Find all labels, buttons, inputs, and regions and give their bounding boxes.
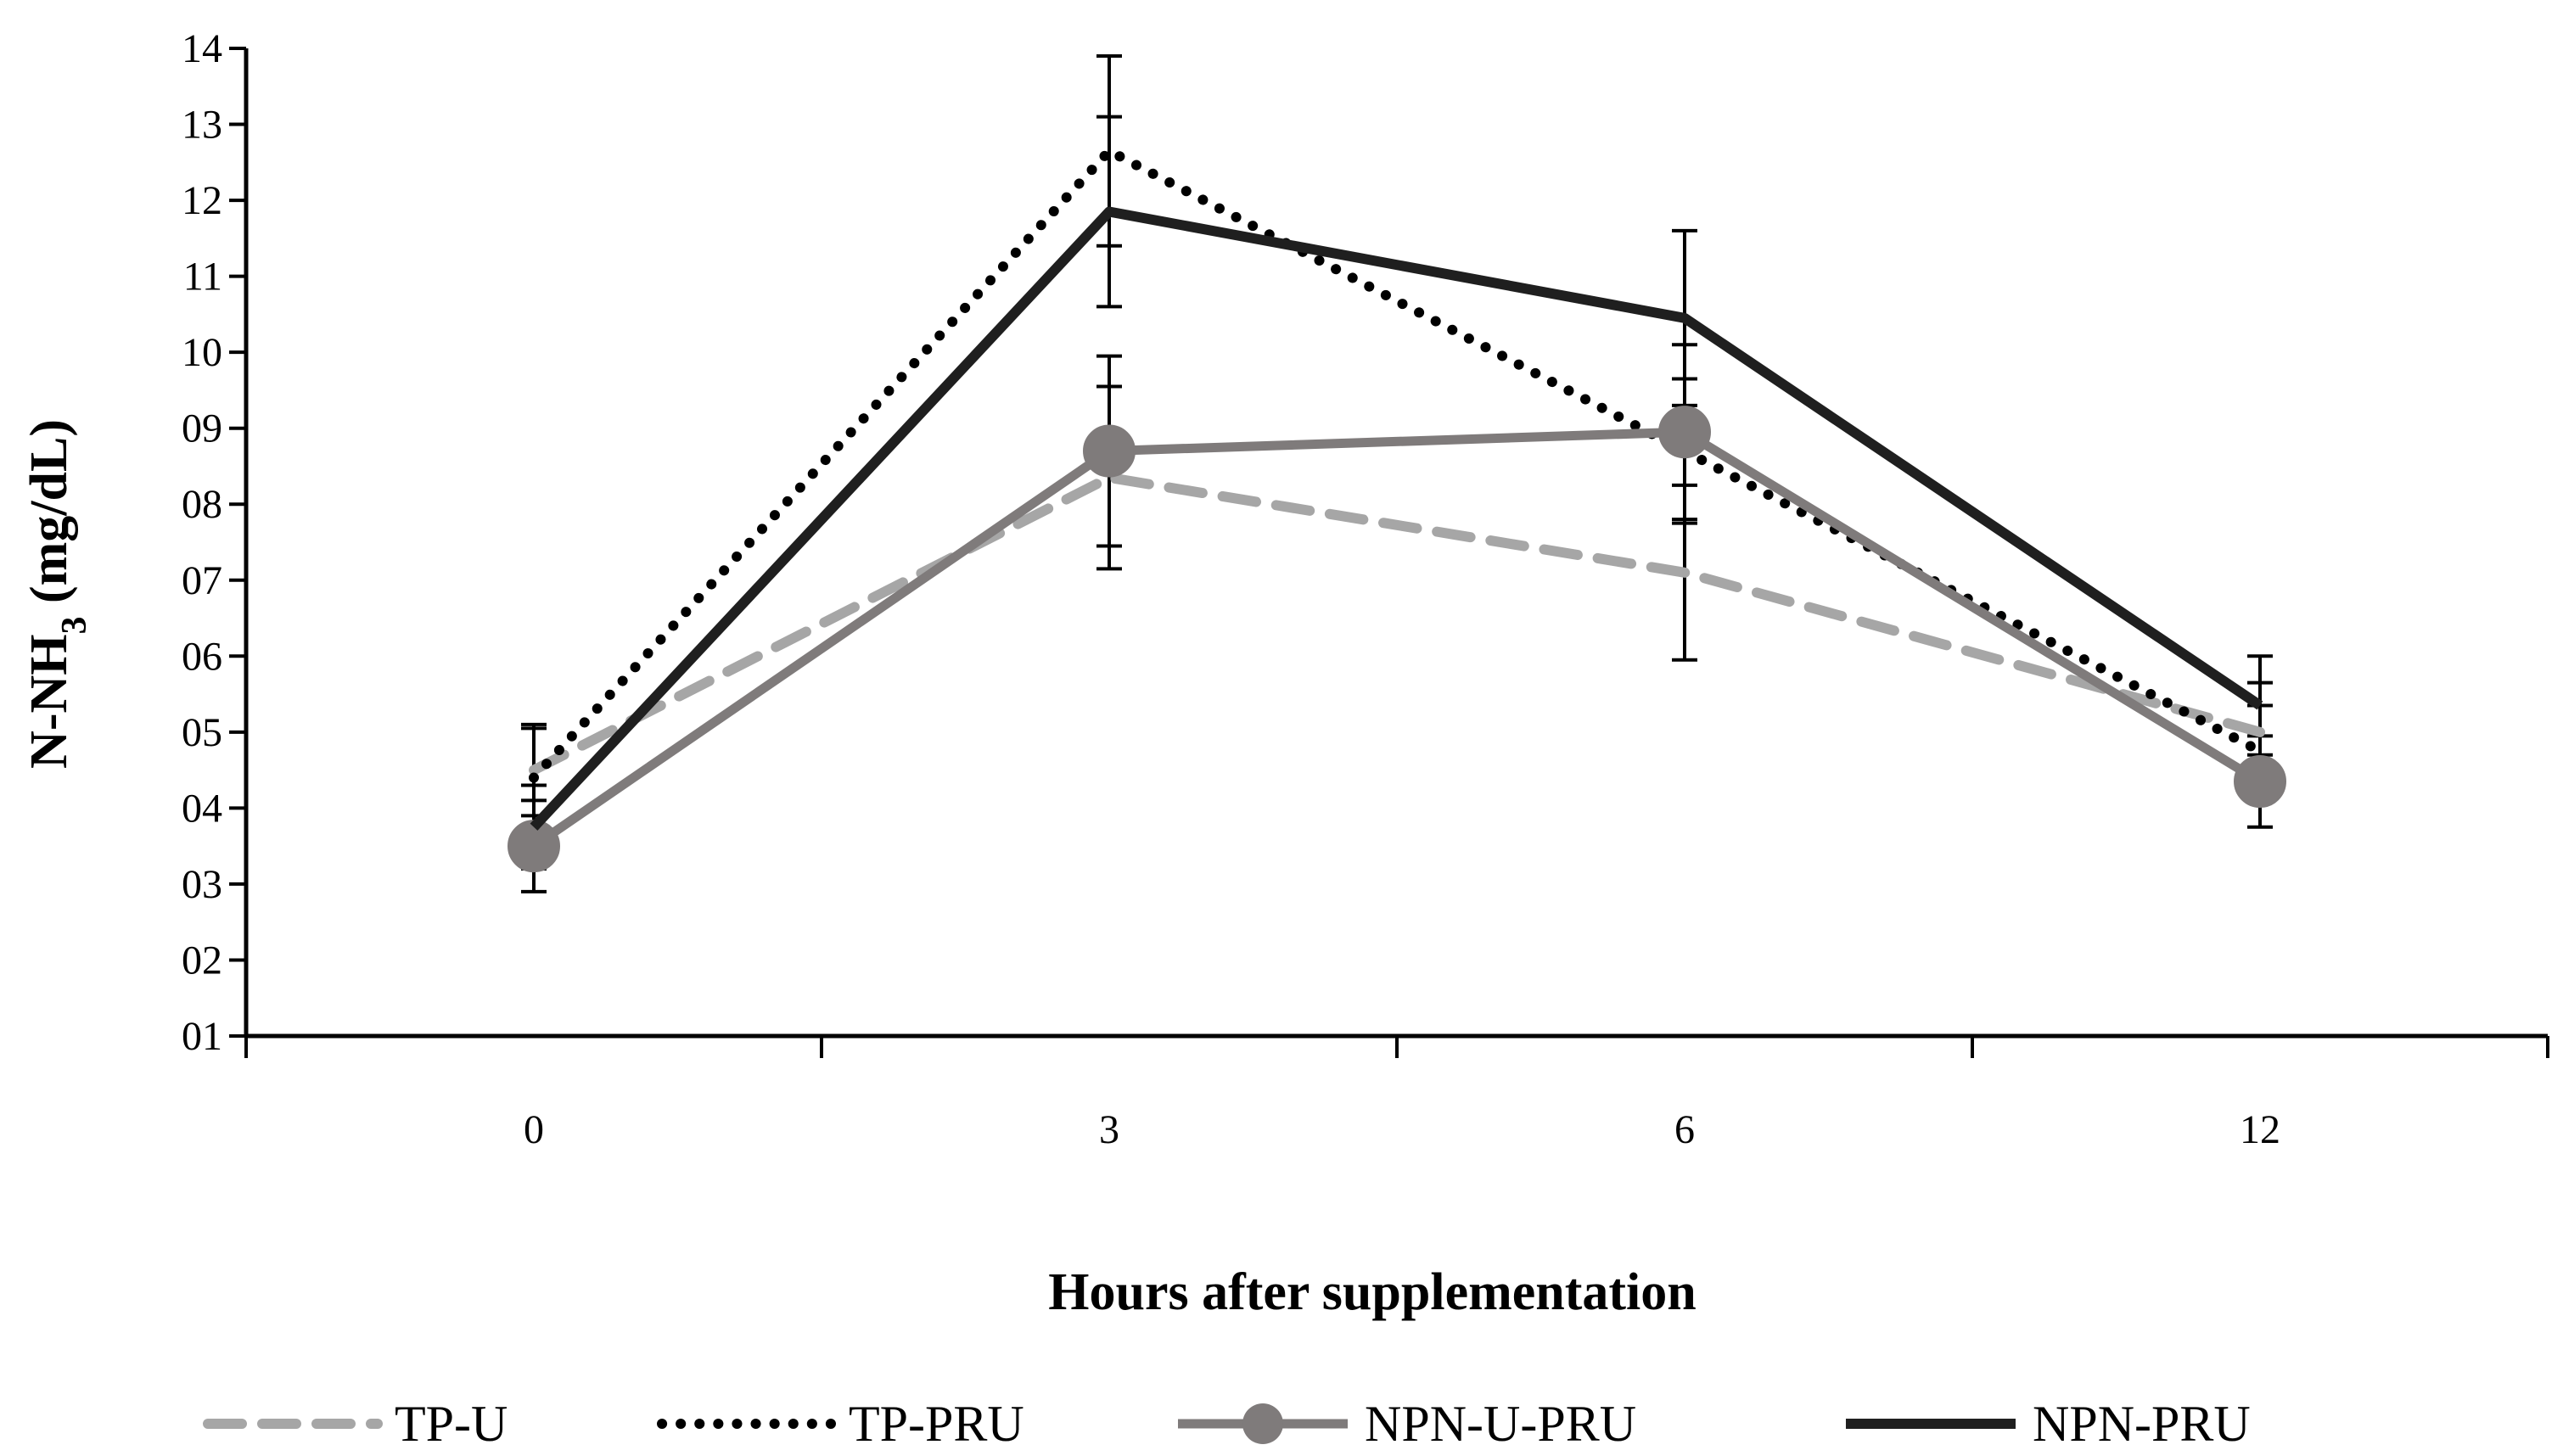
legend-marker-npn-u-pru xyxy=(1242,1403,1283,1444)
y-tick-label-07: 07 xyxy=(182,558,222,603)
x-tick-label-12: 12 xyxy=(2240,1107,2280,1152)
y-tick-label-12: 12 xyxy=(182,178,222,223)
point-npn-u-pru-12 xyxy=(2234,755,2286,809)
x-tick-label-6: 6 xyxy=(1674,1107,1695,1152)
y-tick-label-08: 08 xyxy=(182,482,222,527)
point-npn-u-pru-0 xyxy=(508,820,560,873)
y-tick-label-13: 13 xyxy=(182,103,222,148)
y-tick-label-01: 01 xyxy=(182,1014,222,1059)
legend-label-npn-pru: NPN-PRU xyxy=(2033,1396,2251,1452)
y-tick-label-10: 10 xyxy=(182,330,222,375)
y-tick-label-05: 05 xyxy=(182,710,222,755)
y-tick-label-02: 02 xyxy=(182,938,222,983)
error-bars-tp-u xyxy=(521,384,2273,818)
plot-area xyxy=(508,53,2286,893)
y-axis-title-main: N-NH xyxy=(20,635,78,769)
error-bars-npn-pru xyxy=(521,115,2273,871)
legend-label-tp-pru: TP-PRU xyxy=(849,1396,1024,1452)
y-axis-title: N-NH3 (mg/dL) xyxy=(20,419,94,769)
y-tick-label-04: 04 xyxy=(182,786,222,831)
y-axis-title-subscript: 3 xyxy=(55,617,94,635)
legend: TP-U TP-PRU NPN-U-PRU NPN-PRU xyxy=(203,1396,2251,1452)
y-tick-label-14: 14 xyxy=(182,26,222,71)
y-tick-label-03: 03 xyxy=(182,862,222,907)
legend-label-npn-u-pru: NPN-U-PRU xyxy=(1365,1396,1636,1452)
series-line-tp-u xyxy=(529,472,2265,776)
point-npn-u-pru-6 xyxy=(1658,406,1711,459)
x-tick-label-3: 3 xyxy=(1099,1107,1119,1152)
error-bars-npn-u-pru xyxy=(521,343,2273,893)
legend-label-tp-u: TP-U xyxy=(395,1396,508,1452)
y-tick-label-09: 09 xyxy=(182,406,222,451)
series-line-npn-u-pru xyxy=(530,427,2263,850)
y-tick-label-11: 11 xyxy=(183,255,222,300)
series-line-tp-pru xyxy=(529,145,2265,783)
x-axis-title: Hours after supplementation xyxy=(1048,1263,1697,1321)
y-axis-title-tail: (mg/dL) xyxy=(20,419,78,617)
x-tick-label-0: 0 xyxy=(524,1107,544,1152)
point-npn-u-pru-3 xyxy=(1083,424,1136,478)
series-line-npn-pru xyxy=(530,206,2263,831)
y-tick-label-06: 06 xyxy=(182,634,222,679)
